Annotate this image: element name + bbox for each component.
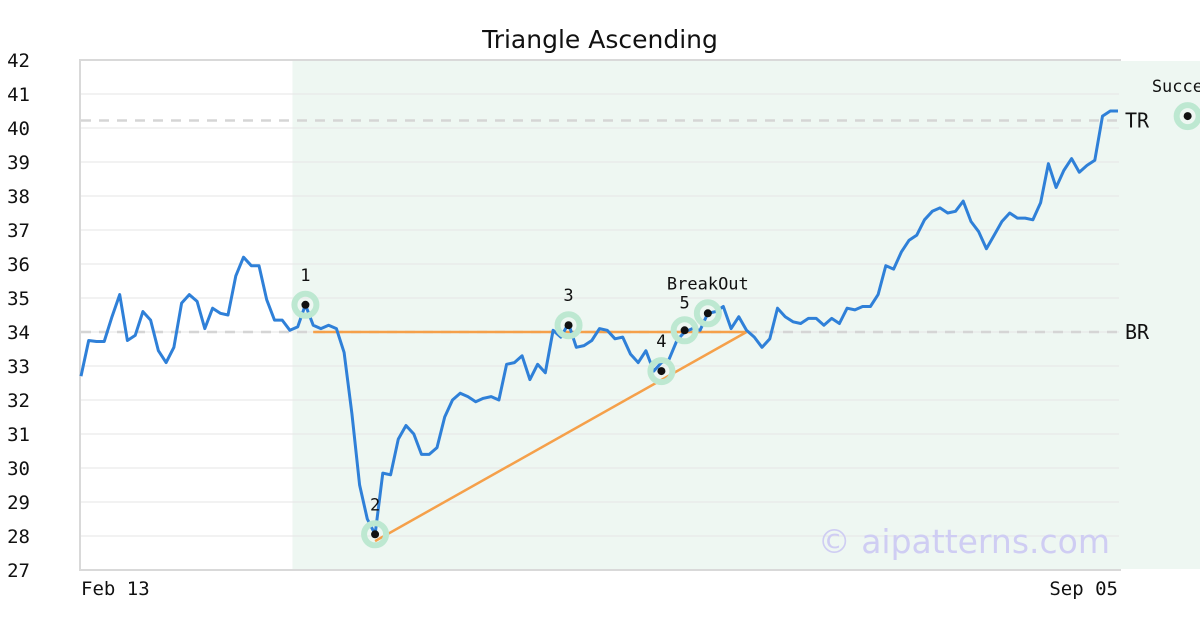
y-tick-label: 39 xyxy=(7,152,30,174)
marker-halo-4 xyxy=(647,357,676,386)
x-tick-start: Feb 13 xyxy=(81,578,150,600)
level-label-tr: TR xyxy=(1125,109,1150,133)
marker-label-5: 5 xyxy=(680,293,690,313)
marker-halo-5 xyxy=(670,316,699,345)
y-axis: 27 28 29 30 31 32 33 34 35 36 37 38 39 40 41 42 xyxy=(7,50,30,582)
pattern-highlight-band xyxy=(292,61,1200,569)
y-tick-label: 31 xyxy=(7,424,30,446)
marker-dot-success xyxy=(1183,112,1192,121)
marker-halo-breakout xyxy=(693,299,722,328)
y-tick-label: 40 xyxy=(7,118,30,140)
triangle-support-line xyxy=(374,330,748,543)
marker-label-3: 3 xyxy=(563,286,573,306)
grid-lines xyxy=(81,93,1119,537)
marker-halo-3 xyxy=(554,311,583,340)
price-line xyxy=(79,109,1118,536)
marker-dot-breakout xyxy=(703,309,712,318)
price-series xyxy=(79,109,1118,536)
y-tick-label: 38 xyxy=(7,186,30,208)
marker-halo-2 xyxy=(361,520,390,549)
marker-dot-4 xyxy=(657,367,666,376)
marker-dot-2 xyxy=(371,530,380,539)
marker-label-4: 4 xyxy=(656,332,666,352)
marker-label-breakout: BreakOut xyxy=(667,274,749,294)
y-tick-label: 28 xyxy=(7,526,30,548)
y-tick-label: 33 xyxy=(7,356,30,378)
marker-label-2: 2 xyxy=(370,495,380,515)
y-tick-label: 32 xyxy=(7,390,30,412)
y-tick-label: 41 xyxy=(7,84,30,106)
watermark: © aipatterns.com xyxy=(818,522,1110,561)
marker-halo-1 xyxy=(291,290,320,319)
y-tick-label: 30 xyxy=(7,458,30,480)
marker-label-success: Success xyxy=(1152,77,1200,97)
marker-halo-success xyxy=(1173,102,1200,131)
marker-dot-1 xyxy=(301,300,310,309)
x-tick-end: Sep 05 xyxy=(1049,578,1118,600)
y-tick-label: 42 xyxy=(7,50,30,72)
level-lines: TR BR xyxy=(81,109,1150,344)
y-tick-label: 37 xyxy=(7,220,30,242)
y-tick-label: 34 xyxy=(7,322,30,344)
y-tick-label: 27 xyxy=(7,560,30,582)
chart-title: Triangle Ascending xyxy=(481,25,718,54)
level-label-br: BR xyxy=(1125,320,1150,344)
y-tick-label: 35 xyxy=(7,288,30,310)
marker-dot-3 xyxy=(564,321,573,330)
marker-label-1: 1 xyxy=(300,266,310,286)
marker-dot-5 xyxy=(680,326,689,335)
y-tick-label: 36 xyxy=(7,254,30,276)
y-tick-label: 29 xyxy=(7,492,30,514)
